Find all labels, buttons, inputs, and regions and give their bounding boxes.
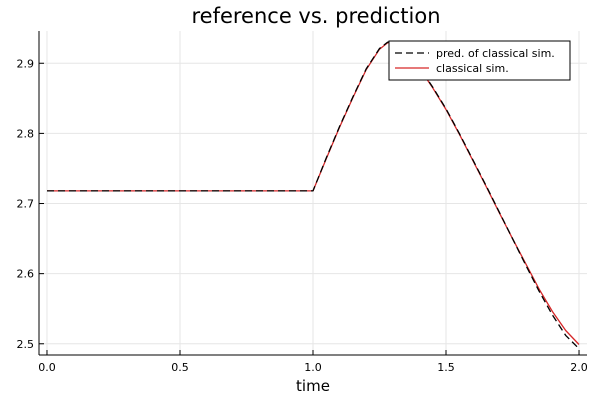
x-tick-label: 1.5	[437, 361, 455, 374]
x-tick-label: 0.5	[171, 361, 189, 374]
chart-title: reference vs. prediction	[191, 4, 440, 28]
legend: pred. of classical sim. classical sim.	[388, 40, 571, 81]
y-tick-label: 2.5	[17, 338, 35, 351]
x-axis-label: time	[296, 377, 330, 395]
y-tick-label: 2.7	[17, 198, 35, 211]
legend-label: pred. of classical sim.	[436, 47, 555, 60]
y-tick-label: 2.6	[17, 268, 35, 281]
y-tick-label: 2.8	[17, 127, 35, 140]
legend-box	[388, 40, 571, 81]
axes: 0.0 0.5 1.0 1.5 2.0 2.5 2.6 2.7 2.8 2.9	[17, 31, 588, 374]
legend-label: classical sim.	[436, 62, 509, 75]
y-tick-label: 2.9	[17, 57, 35, 70]
x-tick-label: 1.0	[304, 361, 322, 374]
x-tick-label: 0.0	[38, 361, 56, 374]
series-line	[47, 40, 580, 350]
x-tick-label: 2.0	[570, 361, 588, 374]
